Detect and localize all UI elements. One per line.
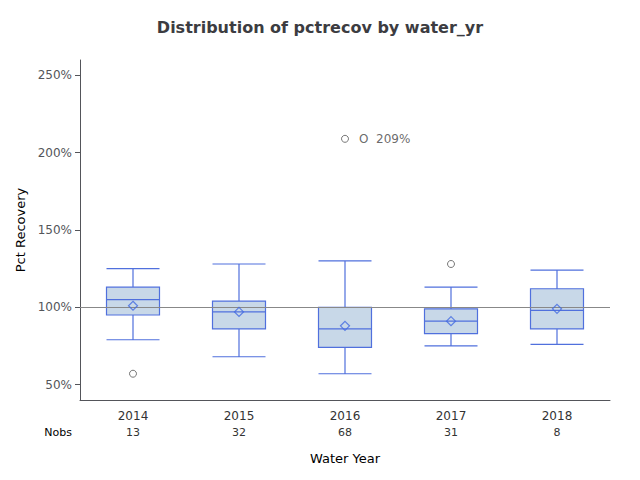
svg-text:200%: 200% <box>38 146 72 160</box>
svg-text:2014: 2014 <box>118 409 149 423</box>
svg-text:Distribution of pctrecov by wa: Distribution of pctrecov by water_yr <box>157 18 483 37</box>
svg-text:Pct Recovery: Pct Recovery <box>13 187 28 272</box>
svg-text:31: 31 <box>444 426 458 439</box>
svg-text:2017: 2017 <box>436 409 467 423</box>
svg-text:2016: 2016 <box>330 409 361 423</box>
svg-text:68: 68 <box>338 426 352 439</box>
svg-text:Water Year: Water Year <box>310 451 381 466</box>
svg-text:100%: 100% <box>38 300 72 314</box>
svg-text:32: 32 <box>232 426 246 439</box>
svg-text:13: 13 <box>126 426 140 439</box>
svg-text:Nobs: Nobs <box>44 426 72 439</box>
svg-text:2018: 2018 <box>542 409 573 423</box>
svg-text:2015: 2015 <box>224 409 255 423</box>
svg-text:50%: 50% <box>45 378 72 392</box>
svg-text:O 209%: O 209% <box>359 132 410 146</box>
svg-text:150%: 150% <box>38 223 72 237</box>
svg-text:8: 8 <box>554 426 561 439</box>
svg-text:250%: 250% <box>38 68 72 82</box>
